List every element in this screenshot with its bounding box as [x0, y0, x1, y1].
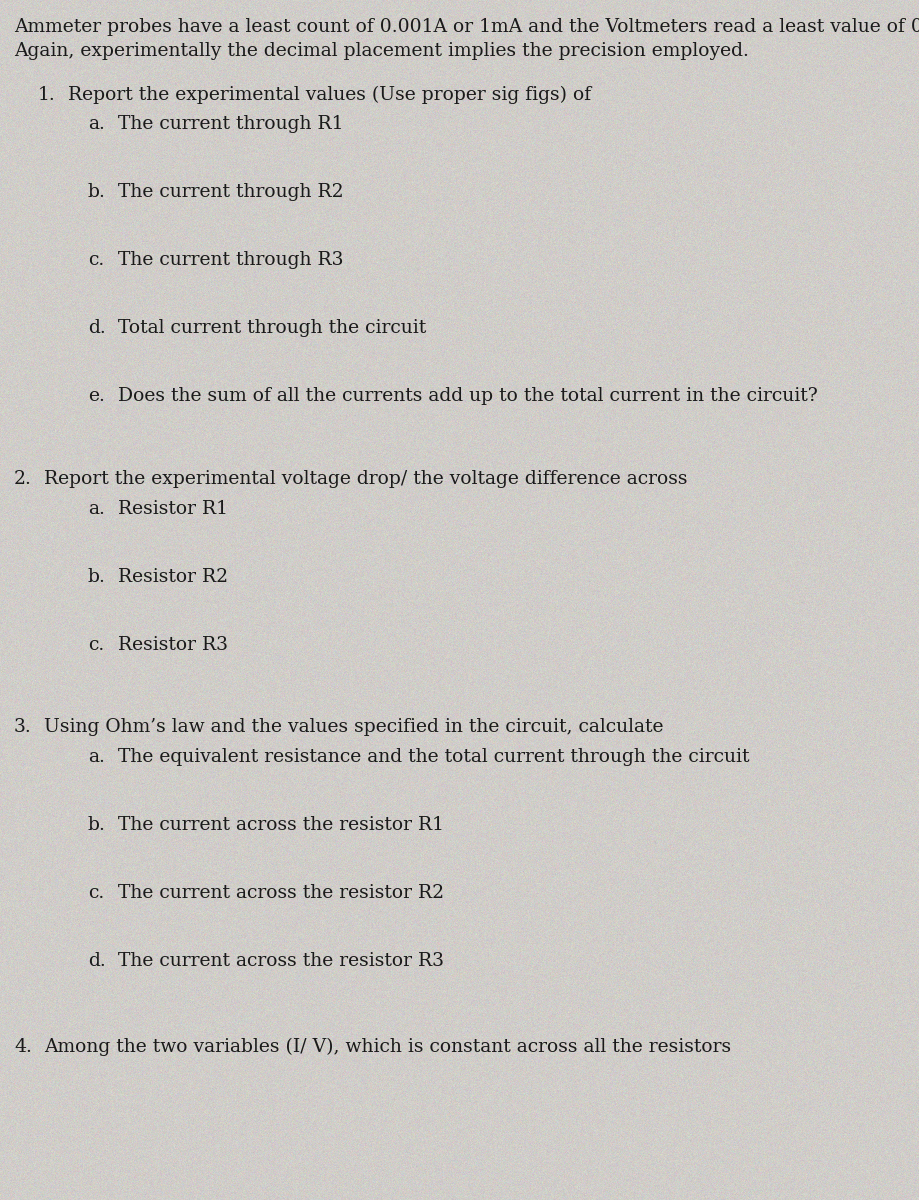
Text: 3.: 3. [14, 718, 32, 736]
Text: Does the sum of all the currents add up to the total current in the circuit?: Does the sum of all the currents add up … [118, 386, 817, 404]
Text: The current through R3: The current through R3 [118, 251, 343, 269]
Text: d.: d. [88, 952, 106, 970]
Text: 1.: 1. [38, 86, 56, 104]
Text: The current across the resistor R1: The current across the resistor R1 [118, 816, 444, 834]
Text: The current across the resistor R3: The current across the resistor R3 [118, 952, 444, 970]
Text: a.: a. [88, 115, 105, 133]
Text: The current through R1: The current through R1 [118, 115, 343, 133]
Text: Among the two variables (I/ V), which is constant across all the resistors: Among the two variables (I/ V), which is… [44, 1038, 731, 1056]
Text: b.: b. [88, 816, 106, 834]
Text: Resistor R3: Resistor R3 [118, 636, 228, 654]
Text: d.: d. [88, 319, 106, 337]
Text: Ammeter probes have a least count of 0.001A or 1mA and the Voltmeters read a lea: Ammeter probes have a least count of 0.0… [14, 18, 919, 36]
Text: Total current through the circuit: Total current through the circuit [118, 319, 425, 337]
Text: Report the experimental voltage drop/ the voltage difference across: Report the experimental voltage drop/ th… [44, 470, 686, 488]
Text: Resistor R1: Resistor R1 [118, 500, 228, 518]
Text: b.: b. [88, 182, 106, 200]
Text: a.: a. [88, 500, 105, 518]
Text: c.: c. [88, 251, 104, 269]
Text: Again, experimentally the decimal placement implies the precision employed.: Again, experimentally the decimal placem… [14, 42, 748, 60]
Text: e.: e. [88, 386, 105, 404]
Text: The equivalent resistance and the total current through the circuit: The equivalent resistance and the total … [118, 748, 749, 766]
Text: The current across the resistor R2: The current across the resistor R2 [118, 884, 444, 902]
Text: The current through R2: The current through R2 [118, 182, 344, 200]
Text: a.: a. [88, 748, 105, 766]
Text: c.: c. [88, 884, 104, 902]
Text: 4.: 4. [14, 1038, 32, 1056]
Text: c.: c. [88, 636, 104, 654]
Text: Using Ohm’s law and the values specified in the circuit, calculate: Using Ohm’s law and the values specified… [44, 718, 663, 736]
Text: 2.: 2. [14, 470, 32, 488]
Text: Report the experimental values (Use proper sig figs) of: Report the experimental values (Use prop… [68, 86, 591, 104]
Text: b.: b. [88, 568, 106, 586]
Text: Resistor R2: Resistor R2 [118, 568, 228, 586]
